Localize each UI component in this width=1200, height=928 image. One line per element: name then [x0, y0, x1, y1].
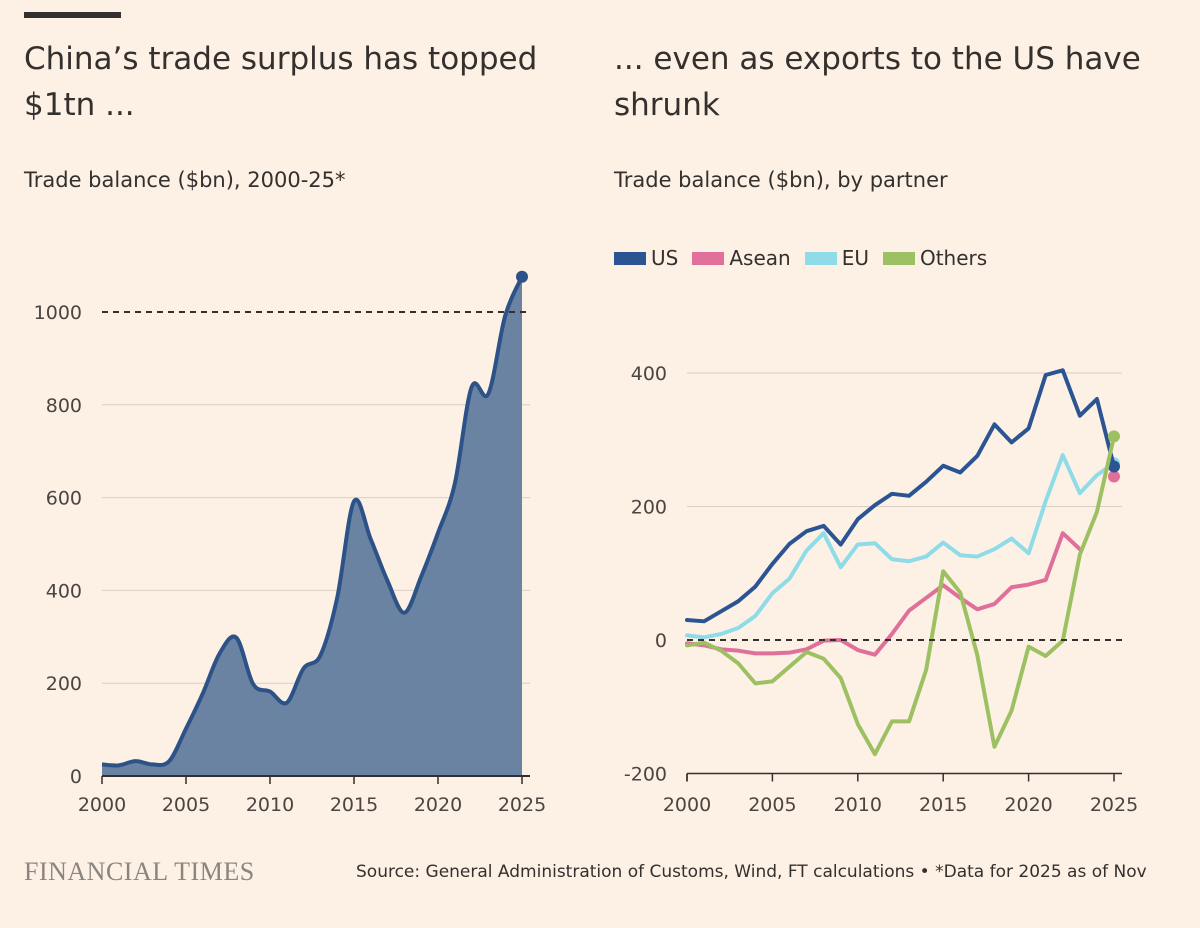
left-title-line1: China’s trade surplus has topped: [24, 41, 538, 77]
legend-item-us: US: [614, 246, 678, 270]
legend-swatch-eu: [804, 251, 837, 265]
source-note: Source: General Administration of Custom…: [356, 862, 1147, 882]
left-area-fill: [102, 276, 522, 776]
top-rule: [24, 12, 121, 18]
left-x-tick-label: 2020: [414, 794, 462, 816]
right-x-tick-label: 2015: [919, 794, 967, 816]
left-x-tick-label: 2025: [498, 794, 546, 816]
legend-label-eu: EU: [841, 246, 869, 270]
legend-swatch-asean: [692, 251, 725, 265]
right-title-line1: ... even as exports to the US have: [614, 41, 1141, 77]
ft-logo: FINANCIAL TIMES: [24, 857, 255, 886]
legend-item-eu: EU: [804, 246, 869, 270]
left-chart-subtitle: Trade balance ($bn), 2000-25*: [24, 168, 346, 192]
left-area-line: [101, 275, 524, 768]
legend-label-others: Others: [919, 246, 988, 270]
left-y-tick-label: 400: [46, 580, 82, 602]
left-x-tick-label: 2010: [246, 794, 294, 816]
left-x-tick-label: 2005: [162, 794, 210, 816]
right-y-tick-label: 400: [631, 363, 667, 385]
chart-legend: US Asean EU Others: [614, 246, 1001, 270]
legend-label-us: US: [651, 246, 679, 270]
legend-item-asean: Asean: [692, 246, 791, 270]
series-end-marker-others: [1108, 430, 1120, 443]
series-line-eu: [685, 453, 1116, 640]
left-y-tick-label: 0: [70, 766, 82, 788]
right-chart-subtitle: Trade balance ($bn), by partner: [614, 168, 948, 192]
series-line-us: [685, 368, 1116, 624]
right-x-tick-label: 2005: [748, 794, 796, 816]
left-x-tick-label: 2015: [330, 794, 378, 816]
left-y-tick-label: 600: [46, 488, 82, 510]
left-y-tick-label: 800: [46, 395, 82, 417]
left-y-tick-label: 1000: [34, 302, 82, 324]
right-x-tick-label: 2010: [834, 794, 882, 816]
series-line-others: [685, 434, 1116, 757]
right-y-tick-label: 0: [655, 630, 667, 652]
legend-swatch-others: [882, 251, 915, 265]
right-x-tick-label: 2025: [1090, 794, 1138, 816]
left-chart-title: China’s trade surplus has topped $1tn ..…: [24, 36, 537, 128]
legend-item-others: Others: [882, 246, 988, 270]
right-chart-title: ... even as exports to the US have shrun…: [614, 36, 1141, 128]
right-y-tick-label: -200: [624, 764, 667, 786]
left-y-tick-label: 200: [46, 673, 82, 695]
series-end-marker-asean: [1108, 470, 1120, 483]
left-title-line2: $1tn ...: [24, 87, 135, 123]
series-line-asean: [685, 531, 1082, 657]
right-x-tick-label: 2020: [1004, 794, 1052, 816]
right-x-tick-label: 2000: [663, 794, 711, 816]
series-end-marker-us: [1108, 460, 1120, 473]
left-x-tick-label: 2000: [78, 794, 126, 816]
left-end-marker: [516, 270, 528, 283]
legend-swatch-us: [614, 251, 646, 265]
right-title-line2: shrunk: [614, 87, 720, 123]
legend-label-asean: Asean: [729, 246, 791, 270]
right-y-tick-label: 200: [631, 497, 667, 519]
